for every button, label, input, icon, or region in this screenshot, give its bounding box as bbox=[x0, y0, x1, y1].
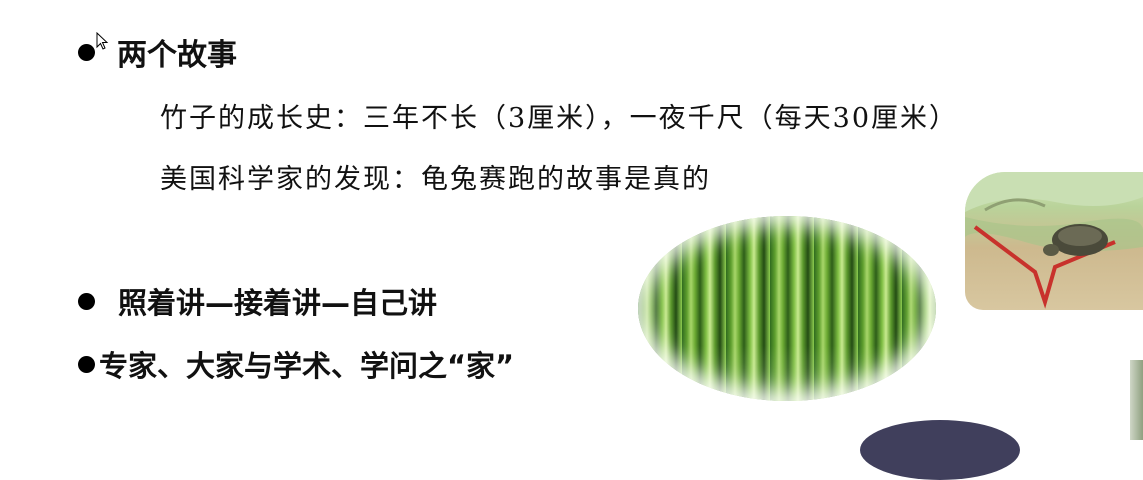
bullet-text: 专家、大家与学术、学问之“家” bbox=[99, 349, 515, 383]
bullet-text: 两个故事 bbox=[117, 38, 237, 73]
bullet-two-stories: 两个故事 bbox=[78, 30, 237, 74]
bullet-dot bbox=[78, 292, 95, 310]
bamboo-forest-image bbox=[638, 216, 936, 401]
sub-item-bamboo: 竹子的成长史：三年不长（3厘米），一夜千尺（每天30厘米） bbox=[160, 103, 959, 134]
bullet-dot bbox=[78, 43, 95, 61]
partial-edge-image bbox=[1130, 360, 1143, 440]
bullet-narration: 照着讲—接着讲—自己讲 bbox=[78, 280, 437, 322]
bullet-text: 照着讲—接着讲—自己讲 bbox=[118, 286, 438, 320]
partial-dark-circle-image bbox=[860, 420, 1020, 480]
bullet-experts: 专家、大家与学术、学问之“家” bbox=[78, 343, 514, 385]
sub-item-tortoise-hare: 美国科学家的发现：龟兔赛跑的故事是真的 bbox=[160, 164, 711, 195]
tortoise-drawing bbox=[965, 172, 1143, 309]
mouse-cursor-icon bbox=[96, 32, 109, 50]
bullet-dot bbox=[78, 355, 95, 373]
tortoise-illustration-image bbox=[965, 172, 1143, 310]
